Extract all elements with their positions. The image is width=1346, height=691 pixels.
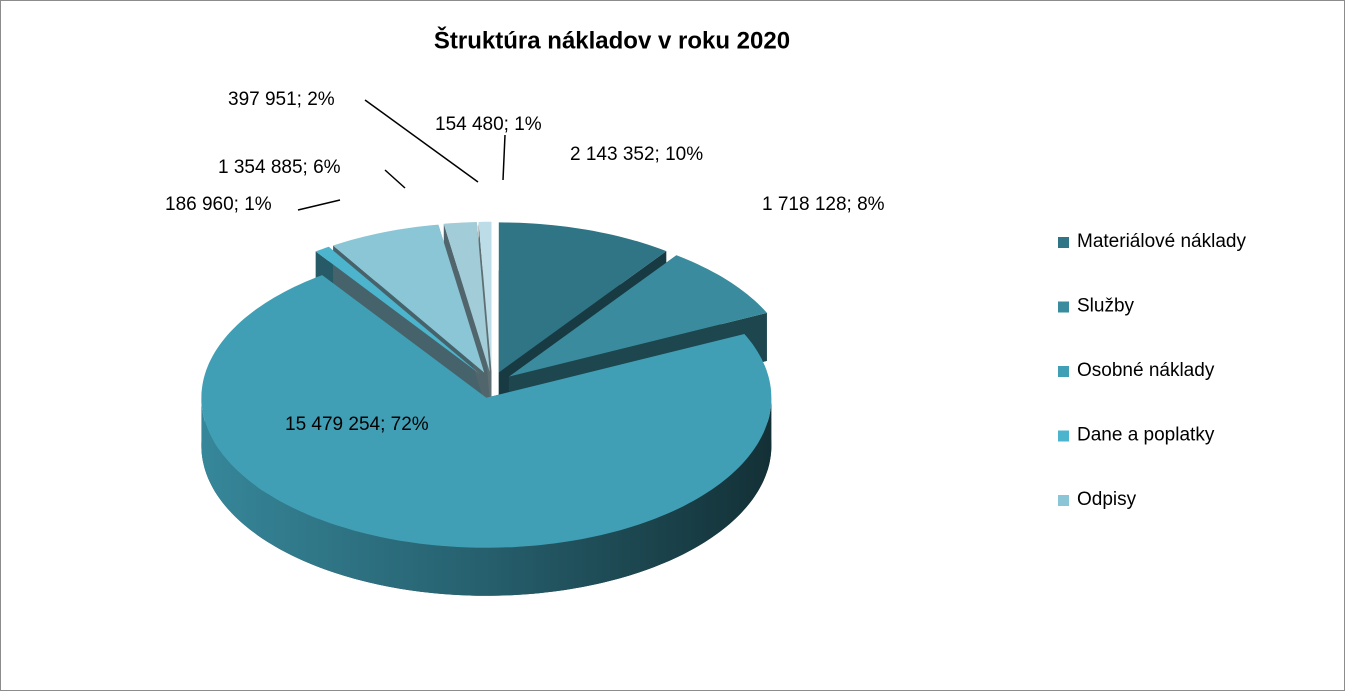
leader-line xyxy=(297,199,341,211)
legend-swatch xyxy=(1058,237,1069,248)
slice xyxy=(333,224,485,373)
legend-swatch xyxy=(1058,366,1069,377)
legend-label: Služby xyxy=(1077,296,1135,317)
leader-line xyxy=(364,99,479,183)
slice xyxy=(498,222,667,373)
data-label: 186 960; 1% xyxy=(165,194,272,215)
slice xyxy=(201,275,772,548)
data-label: 154 480; 1% xyxy=(435,114,542,135)
slice xyxy=(508,255,767,377)
data-label: 15 479 254; 72% xyxy=(285,414,429,435)
leader-line xyxy=(502,134,506,181)
data-label: 1 354 885; 6% xyxy=(218,157,341,178)
data-label: 397 951; 2% xyxy=(228,89,335,110)
legend-swatch xyxy=(1058,301,1069,313)
slice xyxy=(478,221,492,372)
leader-line xyxy=(384,169,406,189)
legend-label: Dane a poplatky xyxy=(1077,425,1215,446)
legend-label: Odpisy xyxy=(1077,489,1137,510)
legend-swatch xyxy=(1058,495,1069,506)
legend-label: Osobné náklady xyxy=(1077,360,1215,381)
chart-title: Štruktúra nákladov v roku 2020 xyxy=(434,26,790,54)
legend-swatch xyxy=(1058,430,1069,442)
data-label: 1 718 128; 8% xyxy=(762,194,885,215)
legend-label: Materiálové náklady xyxy=(1077,231,1246,252)
slice xyxy=(443,222,490,372)
slice xyxy=(315,246,480,375)
slice-edge xyxy=(201,397,772,596)
data-label: 2 143 352; 10% xyxy=(570,144,703,165)
